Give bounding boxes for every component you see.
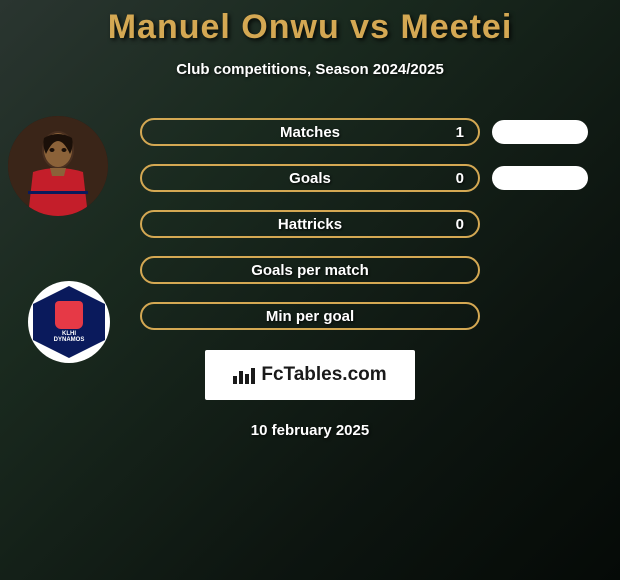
stat-row-goals: Goals 0 xyxy=(140,164,620,192)
club-badge-text-line2: DYNAMOS xyxy=(54,337,85,343)
stat-pill: Goals per match xyxy=(140,256,480,284)
content-area: KLHI DYNAMOS Matches 1 Goals 0 xyxy=(0,116,620,439)
stats-rows: Matches 1 Goals 0 Hattricks 0 xyxy=(140,116,620,330)
stat-row-min-per-goal: Min per goal xyxy=(140,302,620,330)
subtitle: Club competitions, Season 2024/2025 xyxy=(0,61,620,78)
right-oval xyxy=(492,120,588,144)
stat-label: Matches xyxy=(280,124,340,141)
stat-value: 0 xyxy=(456,216,464,233)
stat-pill: Goals 0 xyxy=(140,164,480,192)
right-oval xyxy=(492,166,588,190)
stat-label: Goals per match xyxy=(251,262,369,279)
stat-label: Hattricks xyxy=(278,216,342,233)
stat-value: 1 xyxy=(456,124,464,141)
club-badge-inner: KLHI DYNAMOS xyxy=(33,286,105,358)
stat-pill: Matches 1 xyxy=(140,118,480,146)
bar-chart-icon xyxy=(233,366,255,384)
brand-text: FcTables.com xyxy=(261,364,386,386)
footer-area: FcTables.com 10 february 2025 xyxy=(0,350,620,439)
stat-pill: Min per goal xyxy=(140,302,480,330)
date-text: 10 february 2025 xyxy=(251,422,369,439)
page-title: Manuel Onwu vs Meetei xyxy=(0,8,620,47)
stat-label: Goals xyxy=(289,170,331,187)
avatar-image-icon xyxy=(8,116,108,216)
brand-box[interactable]: FcTables.com xyxy=(205,350,414,400)
stat-pill: Hattricks 0 xyxy=(140,210,480,238)
main-container: Manuel Onwu vs Meetei Club competitions,… xyxy=(0,0,620,580)
stat-value: 0 xyxy=(456,170,464,187)
stat-row-matches: Matches 1 xyxy=(140,118,620,146)
stat-row-hattricks: Hattricks 0 xyxy=(140,210,620,238)
stat-row-goals-per-match: Goals per match xyxy=(140,256,620,284)
stat-label: Min per goal xyxy=(266,308,354,325)
club-badge: KLHI DYNAMOS xyxy=(28,281,110,363)
player-avatar xyxy=(8,116,108,216)
club-badge-face-icon xyxy=(55,301,83,329)
